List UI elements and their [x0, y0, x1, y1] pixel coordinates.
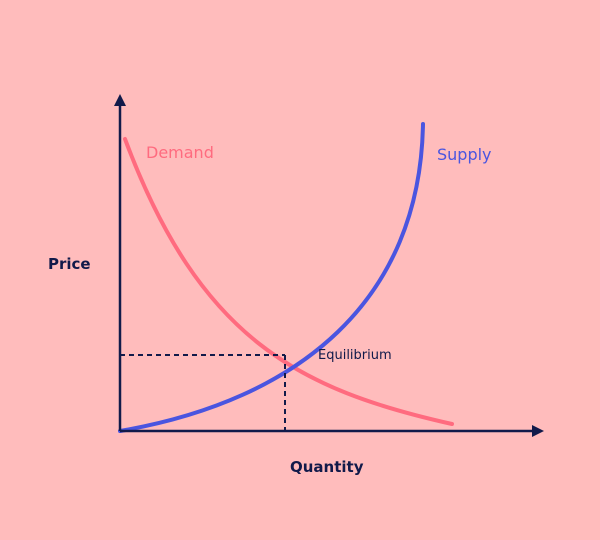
equilibrium-label: Equilibrium — [318, 348, 392, 363]
supply-label: Supply — [437, 145, 492, 164]
axis-y-label: Price — [48, 255, 91, 273]
demand-curve — [123, 137, 454, 426]
demand-label: Demand — [146, 143, 214, 162]
supply-curve — [118, 122, 425, 433]
axis-x-label: Quantity — [290, 458, 364, 476]
y-axis-arrow-icon — [114, 94, 126, 106]
x-axis-arrow-icon — [532, 425, 544, 437]
